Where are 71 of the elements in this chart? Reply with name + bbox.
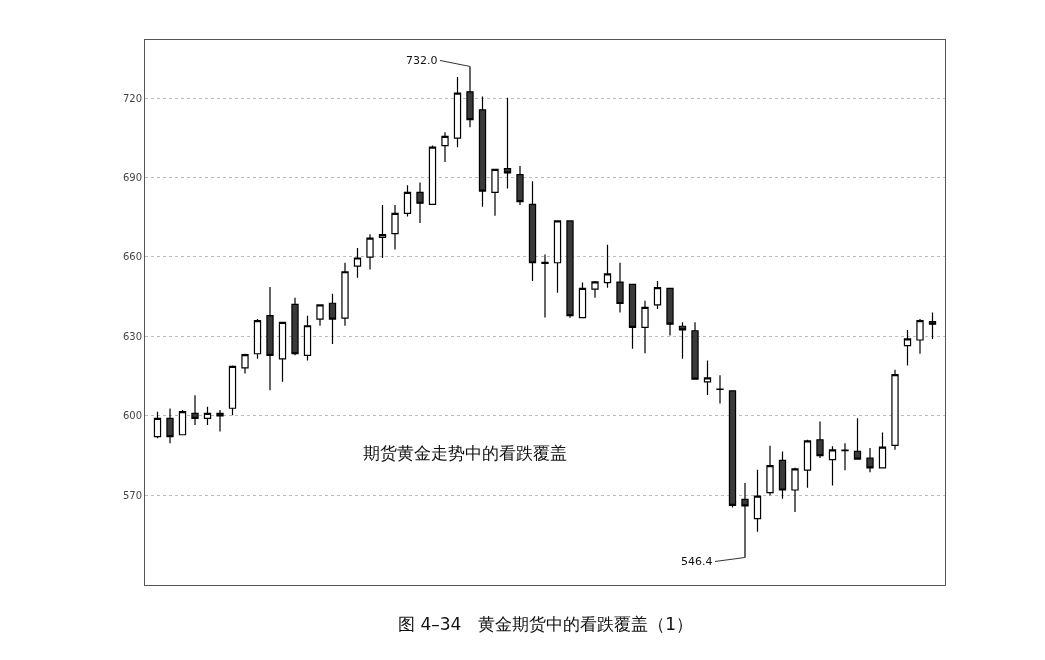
- candlestick: [641, 300, 649, 354]
- candlestick: [578, 282, 587, 319]
- candlestick: [603, 244, 612, 289]
- candlestick: [878, 432, 887, 469]
- candlestick: [266, 286, 274, 391]
- candlestick: [778, 450, 787, 500]
- candlestick: [903, 329, 912, 367]
- candlestick: [441, 131, 449, 163]
- candlestick: [803, 439, 812, 489]
- candlestick: [303, 315, 312, 361]
- candlestick: [353, 247, 362, 279]
- candlestick: [928, 311, 937, 340]
- candlestick: [191, 394, 199, 426]
- candlestick: [828, 445, 837, 487]
- candlestick: [703, 359, 712, 396]
- candlestick: [241, 353, 249, 375]
- candlestick: [428, 144, 437, 206]
- text: 图 4–34 黄金期货中的看跌覆盖（1）: [398, 614, 694, 634]
- y-tick-label: 660: [122, 251, 142, 263]
- candlestick: [616, 262, 624, 314]
- candlestick: [791, 467, 799, 513]
- candlestick: [391, 204, 399, 251]
- candlestick: [403, 184, 412, 218]
- y-tick-label: 600: [122, 410, 142, 422]
- candlestick: [841, 442, 849, 471]
- candlestick: [178, 409, 187, 436]
- candlestick: [716, 374, 724, 405]
- annotation: 732.0: [406, 54, 438, 67]
- candlestick: [216, 409, 224, 433]
- candlestick: [766, 445, 774, 496]
- candlestick: [166, 407, 174, 444]
- candlestick: [453, 76, 462, 148]
- candlestick: [491, 168, 499, 217]
- candlestick: [503, 97, 512, 190]
- candlestick: [916, 318, 924, 355]
- candlestick: [228, 364, 237, 416]
- candlestick: [653, 280, 662, 310]
- candlestick: [541, 253, 549, 319]
- candlestick: [478, 96, 487, 208]
- candlestick: [316, 303, 324, 327]
- candlestick: [153, 411, 162, 439]
- annotation: 期货黄金走势中的看跌覆盖: [363, 443, 567, 463]
- candlestick: [291, 297, 299, 356]
- candlestick: [753, 469, 762, 533]
- candlestick: [891, 369, 899, 451]
- candlestick: [566, 220, 574, 319]
- candlestick: [341, 262, 349, 327]
- candlestick: [866, 447, 874, 473]
- candlestick: [853, 417, 862, 460]
- y-tick-label: 720: [122, 92, 142, 104]
- candlestick: [553, 220, 562, 294]
- candlestick: [366, 233, 374, 270]
- candlestick: [253, 318, 262, 360]
- candlestick: [278, 321, 287, 383]
- candlestick: [666, 287, 674, 337]
- candlestick: [416, 182, 424, 224]
- candlestick: [328, 293, 337, 345]
- y-tick-label: 690: [122, 172, 142, 184]
- candlestick: [203, 406, 212, 426]
- candlestick: [728, 390, 737, 509]
- y-tick-label: 570: [122, 489, 142, 501]
- candlestick: [816, 420, 824, 459]
- candlestick: [528, 180, 537, 282]
- candlestick: [591, 280, 599, 299]
- annotation: 546.4: [681, 555, 713, 568]
- candlestick: [516, 165, 524, 206]
- y-tick-label: 630: [122, 330, 142, 342]
- candlestick: [678, 321, 687, 360]
- candlestick: [628, 283, 637, 350]
- candlestick: [378, 204, 387, 259]
- candlestick: [691, 321, 699, 380]
